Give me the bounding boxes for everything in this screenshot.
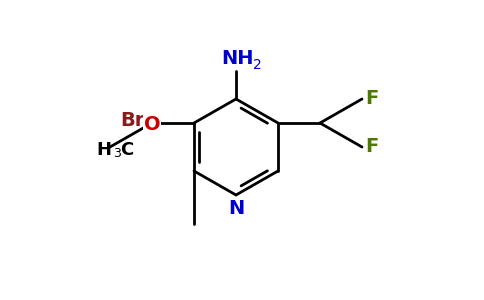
Text: C: C: [120, 141, 133, 159]
Text: 2: 2: [253, 58, 262, 72]
Text: O: O: [144, 115, 160, 134]
Text: F: F: [365, 89, 378, 109]
Text: 3: 3: [113, 147, 121, 160]
Text: F: F: [365, 137, 378, 157]
Text: N: N: [228, 200, 244, 218]
Text: H: H: [96, 141, 111, 159]
Text: NH: NH: [221, 49, 254, 68]
Text: Br: Br: [120, 110, 145, 130]
